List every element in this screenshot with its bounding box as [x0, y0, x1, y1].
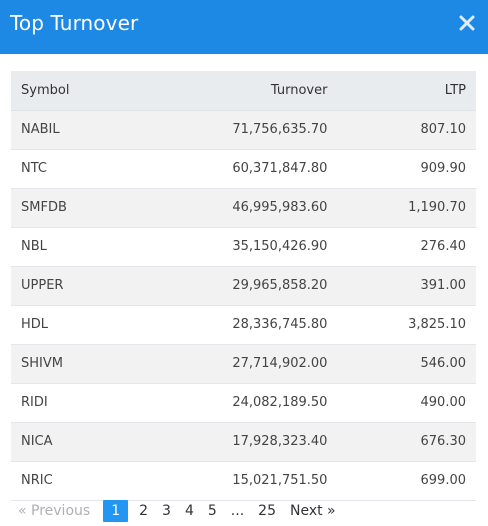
table-row[interactable]: HDL 28,336,745.80 3,825.10: [11, 305, 476, 344]
pagination: « Previous 1 2 3 4 5 ... 25 Next »: [11, 499, 343, 523]
turnover-table: Symbol Turnover LTP NABIL 71,756,635.70 80…: [11, 71, 476, 501]
table-row[interactable]: NTC 60,371,847.80 909.90: [11, 149, 476, 188]
cell-symbol[interactable]: NTC: [21, 161, 47, 176]
pagination-page-last[interactable]: 25: [258, 503, 276, 519]
cell-symbol[interactable]: SHIVM: [21, 356, 63, 371]
cell-ltp: 909.90: [420, 161, 467, 176]
cell-symbol[interactable]: RIDI: [21, 395, 48, 410]
cell-ltp: 1,190.70: [408, 200, 466, 215]
table-row[interactable]: UPPER 29,965,858.20 391.00: [11, 266, 476, 305]
pagination-page-4[interactable]: 4: [184, 503, 194, 519]
pagination-page-1[interactable]: 1: [103, 500, 129, 522]
table-header-row: Symbol Turnover LTP: [11, 71, 476, 111]
close-icon: [459, 15, 475, 31]
cell-ltp: 490.00: [420, 395, 467, 410]
cell-turnover: 27,714,902.00: [232, 356, 328, 371]
cell-symbol[interactable]: NABIL: [21, 122, 60, 137]
cell-ltp: 699.00: [420, 473, 467, 488]
cell-symbol[interactable]: SMFDB: [21, 200, 67, 215]
cell-symbol[interactable]: HDL: [21, 317, 49, 332]
table-row[interactable]: NRIC 15,021,751.50 699.00: [11, 461, 476, 500]
cell-symbol[interactable]: NBL: [21, 239, 47, 254]
table-row[interactable]: SMFDB 46,995,983.60 1,190.70: [11, 188, 476, 227]
column-header-turnover[interactable]: Turnover: [132, 71, 338, 111]
table-row[interactable]: NICA 17,928,323.40 676.30: [11, 422, 476, 461]
cell-symbol[interactable]: UPPER: [21, 278, 64, 293]
table-row[interactable]: SHIVM 27,714,902.00 546.00: [11, 344, 476, 383]
pagination-page-5[interactable]: 5: [207, 503, 217, 519]
column-header-symbol[interactable]: Symbol: [11, 71, 133, 111]
modal-header: Top Turnover: [0, 0, 488, 54]
cell-ltp: 807.10: [420, 122, 467, 137]
cell-ltp: 391.00: [420, 278, 467, 293]
table-row[interactable]: RIDI 24,082,189.50 490.00: [11, 383, 476, 422]
modal-title: Top Turnover: [10, 11, 139, 35]
table-row[interactable]: NABIL 71,756,635.70 807.10: [11, 110, 476, 149]
cell-turnover: 17,928,323.40: [232, 434, 328, 449]
cell-ltp: 3,825.10: [408, 317, 466, 332]
column-header-ltp[interactable]: LTP: [337, 71, 476, 111]
cell-turnover: 29,965,858.20: [232, 278, 328, 293]
cell-turnover: 35,150,426.90: [232, 239, 328, 254]
cell-ltp: 676.30: [420, 434, 467, 449]
cell-ltp: 276.40: [420, 239, 467, 254]
turnover-table-container: Symbol Turnover LTP NABIL 71,756,635.70 80…: [11, 71, 476, 501]
close-button[interactable]: [456, 12, 478, 34]
cell-ltp: 546.00: [420, 356, 467, 371]
cell-symbol[interactable]: NICA: [21, 434, 53, 449]
cell-turnover: 71,756,635.70: [232, 122, 328, 137]
pagination-page-3[interactable]: 3: [162, 503, 171, 519]
cell-symbol[interactable]: NRIC: [21, 473, 53, 488]
cell-turnover: 24,082,189.50: [232, 395, 328, 410]
table-row[interactable]: NBL 35,150,426.90 276.40: [11, 227, 476, 266]
pagination-ellipsis: ...: [230, 503, 245, 519]
pagination-page-2[interactable]: 2: [139, 503, 149, 519]
cell-turnover: 60,371,847.80: [232, 161, 328, 176]
pagination-next[interactable]: Next »: [289, 503, 336, 519]
cell-turnover: 46,995,983.60: [232, 200, 328, 215]
cell-turnover: 15,021,751.50: [232, 473, 328, 488]
pagination-previous[interactable]: « Previous: [18, 503, 91, 519]
cell-turnover: 28,336,745.80: [232, 317, 328, 332]
